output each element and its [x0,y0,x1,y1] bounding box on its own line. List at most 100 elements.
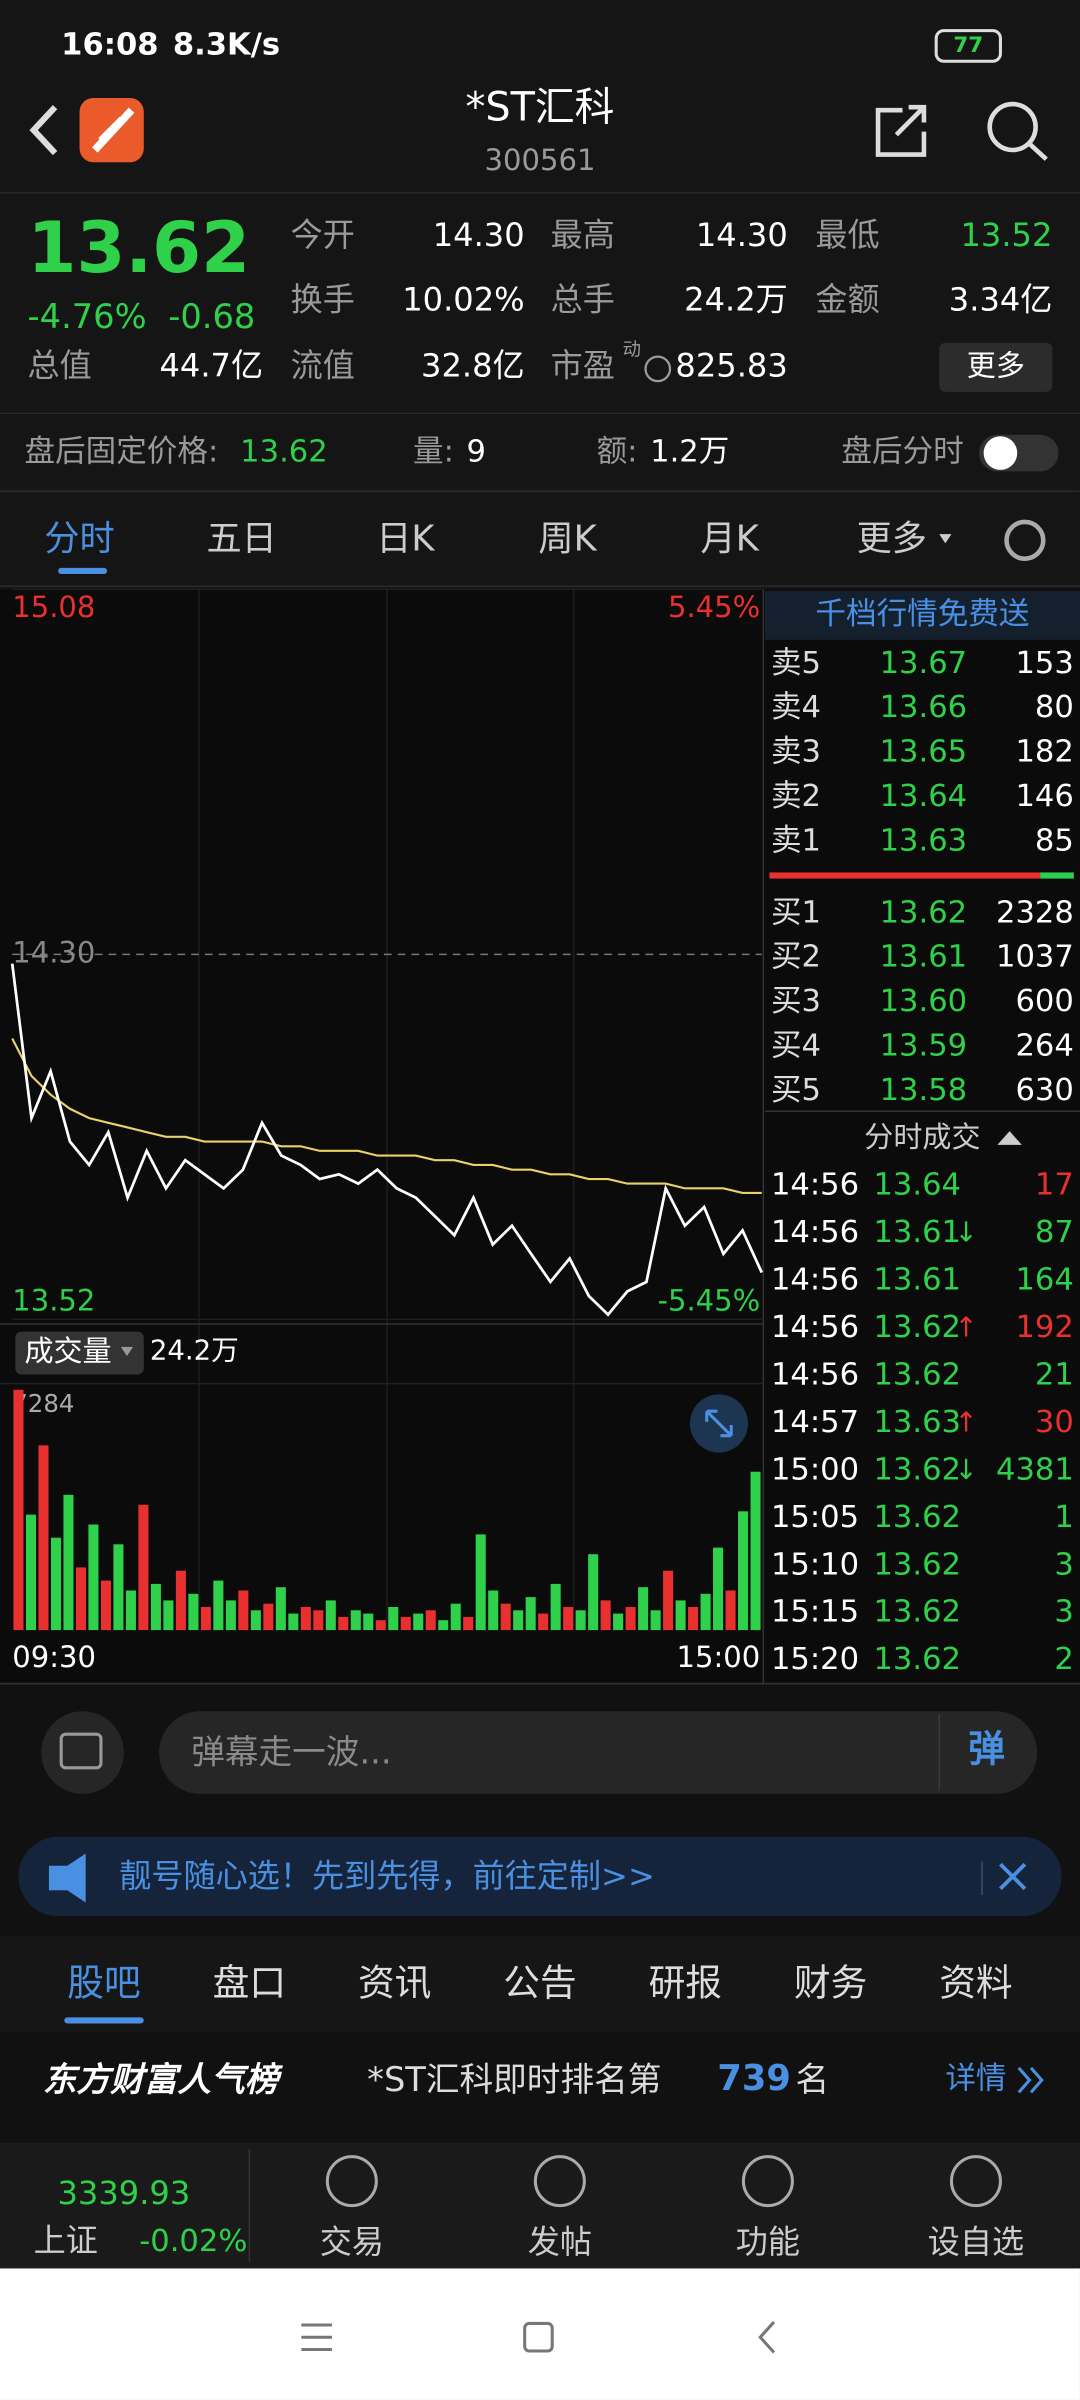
volume-bar [188,1593,199,1631]
promo-bg[interactable] [764,590,1080,640]
volume-bar [150,1583,161,1631]
danmu-input[interactable] [159,1711,1038,1794]
trade-volume: 3 [1054,1595,1073,1630]
index-value[interactable]: 3339.93 [57,2174,190,2212]
close-icon[interactable] [999,1862,1027,1891]
stat-value: 14.30 [433,216,525,254]
after-link[interactable]: 盘后分时 [841,435,963,470]
book-label: 买4 [771,1028,821,1063]
trade-time: 14:56 [771,1215,859,1250]
trade-time: 14:56 [771,1358,859,1393]
trade-price: 13.62 [873,1547,961,1582]
volume-bar [163,1600,174,1631]
nav-label[interactable]: 设自选 [928,2223,1024,2261]
settings-icon[interactable] [1004,519,1046,561]
section-tab[interactable]: 资料 [939,1962,1012,2005]
stat-value: 825.83 [675,346,787,384]
pe-icon [644,355,672,383]
banner-bg[interactable] [18,1836,1062,1917]
stat-label: 换手 [291,281,355,319]
after-amount-label: 额: [597,435,638,470]
collapse-arrow [997,1131,1022,1145]
home-button[interactable] [523,2321,554,2353]
danmu-button[interactable]: 弹 [968,1727,1005,1770]
nav-icon[interactable] [741,2155,794,2208]
volume-bar [300,1606,311,1631]
x-tick-label: 15:00 [677,1640,761,1674]
nav-icon[interactable] [325,2155,378,2208]
trade-volume: 30 [1035,1405,1074,1440]
section-tab[interactable]: 公告 [503,1962,576,2005]
volume-bar [500,1603,511,1631]
section-tab[interactable]: 盘口 [213,1962,286,2005]
book-price: 13.63 [880,823,968,858]
trade-volume: 3 [1054,1547,1073,1582]
volume-label-bg[interactable] [15,1331,144,1375]
app-logo [92,107,135,153]
danmu-icon[interactable] [41,1711,124,1794]
chart-tab[interactable]: 五日 [207,518,277,559]
price: 13.62 [28,207,251,289]
more-label[interactable]: 更多 [967,348,1025,382]
volume-bar [325,1600,336,1631]
banner-text[interactable]: 靓号随心选！先到先得，前往定制>> [119,1857,655,1895]
volume-bar [213,1580,224,1631]
chart-tab[interactable]: 周K [538,518,597,559]
book-volume: 153 [1015,646,1073,681]
ranking-rank: 739 [717,2058,790,2099]
book-label: 卖1 [771,823,821,858]
trade-time: 14:56 [771,1168,859,1203]
chart-tab[interactable]: 月K [701,518,760,559]
section-tab[interactable]: 资讯 [358,1962,431,2005]
after-price: 13.62 [240,435,328,470]
chart-tab[interactable]: 日K [376,518,435,559]
section-tab[interactable]: 研报 [649,1962,722,2005]
ratio-bar-sell [769,872,1041,879]
book-volume: 264 [1015,1028,1073,1063]
trade-time: 14:56 [771,1310,859,1345]
nav-icon[interactable] [533,2155,586,2208]
battery-icon [934,29,1002,63]
book-label: 买2 [771,940,821,975]
volume-bar [538,1613,549,1631]
section-tab[interactable]: 股吧 [67,1962,140,2005]
trade-time: 14:56 [771,1263,859,1298]
system-nav-bg [0,2268,1080,2400]
nav-label[interactable]: 发帖 [528,2223,592,2261]
trade-time: 15:20 [771,1642,859,1677]
nav-label[interactable]: 交易 [320,2223,384,2261]
danmu-placeholder[interactable]: 弹幕走一波... [191,1733,391,1772]
nav-icon[interactable] [949,2155,1002,2208]
book-price: 13.65 [880,735,968,770]
trade-volume: 164 [1015,1263,1073,1298]
menu-button[interactable] [301,2323,332,2352]
megaphone-icon [48,1853,86,1903]
book-price: 13.67 [880,646,968,681]
chart-tab[interactable]: 更多 [857,518,927,559]
nav-label[interactable]: 功能 [736,2223,800,2261]
back-button[interactable] [758,2320,776,2354]
back-icon[interactable] [29,105,58,156]
trade-price: 13.63 [873,1405,961,1440]
more-button[interactable] [939,342,1053,392]
volume-bar [700,1593,711,1631]
promo[interactable]: 千档行情免费送 [815,597,1029,632]
volume-label: 成交量 [24,1334,111,1368]
trade-time: 15:05 [771,1500,859,1535]
volume-bar [638,1587,649,1631]
chart-tab[interactable]: 分时 [44,518,114,559]
after-volume: 9 [467,435,486,470]
ranking-link[interactable]: 详情 [945,2062,1006,2097]
book-label: 买5 [771,1073,821,1108]
volume-bar [25,1514,36,1631]
trade-price: 13.62 [873,1500,961,1535]
stat-label: 市盈 [551,346,615,384]
search-icon[interactable] [987,101,1038,153]
trade-time: 14:57 [771,1405,859,1440]
volume-bar [600,1600,611,1631]
trade-time: 15:15 [771,1595,859,1630]
share-icon[interactable] [875,104,927,157]
section-tab[interactable]: 财务 [794,1962,867,2005]
volume-bar [288,1613,299,1631]
